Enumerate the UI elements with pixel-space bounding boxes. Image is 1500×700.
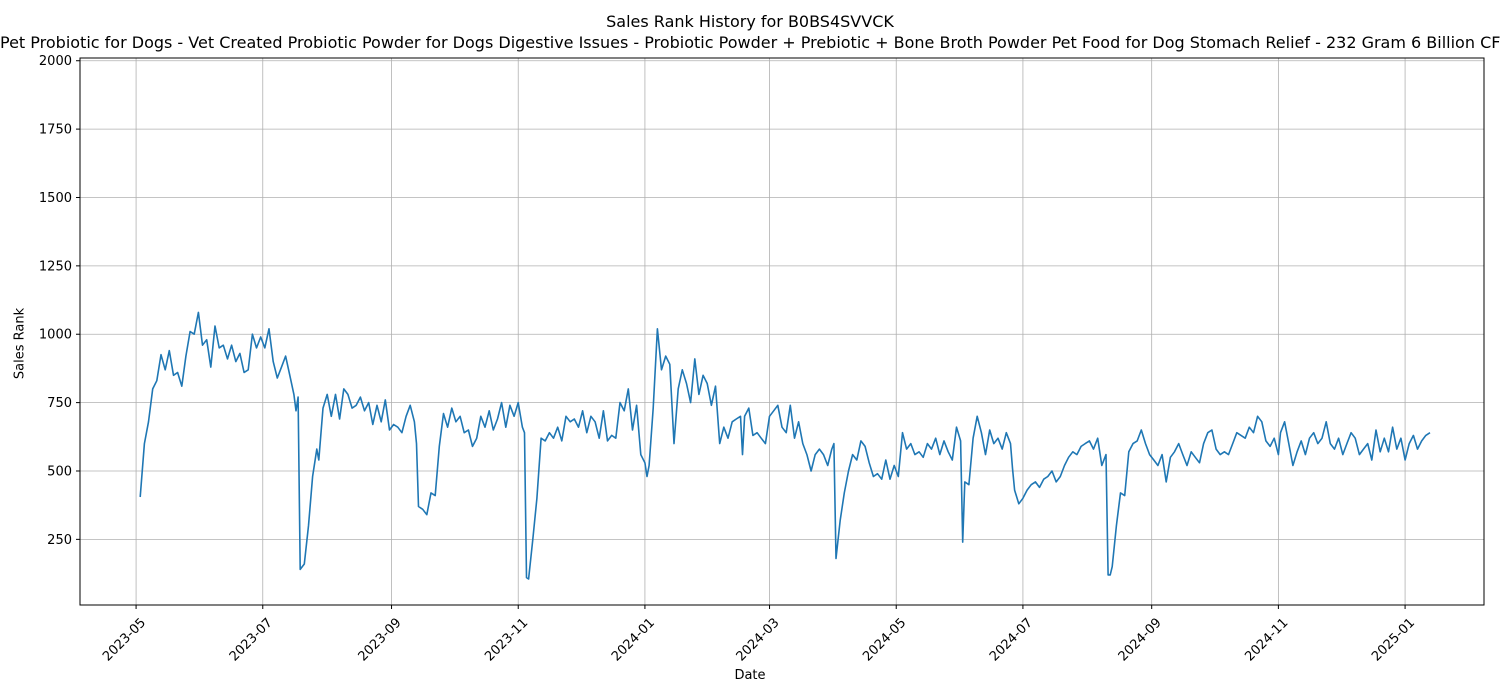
x-tick-label: 2024-03 (734, 615, 783, 664)
x-tick-label: 2024-09 (1116, 615, 1165, 664)
x-tick-label: 2025-01 (1369, 615, 1418, 664)
x-tick-label: 2024-11 (1242, 615, 1291, 664)
chart-subtitle: Pet Probiotic for Dogs - Vet Created Pro… (0, 33, 1500, 52)
chart-title: Sales Rank History for B0BS4SVVCK (606, 12, 894, 31)
x-tick-label: 2023-07 (227, 615, 276, 664)
y-tick-label: 1250 (39, 259, 72, 274)
x-tick-label: 2023-05 (100, 615, 149, 664)
x-tick-label: 2024-05 (860, 615, 909, 664)
grid-lines (80, 58, 1484, 605)
x-axis: 2023-05 2023-07 2023-09 2023-11 2024-01 2024-… (100, 605, 1418, 664)
y-axis-label: Sales Rank (12, 307, 28, 380)
y-tick-label: 750 (47, 396, 72, 411)
x-axis-label: Date (734, 668, 766, 683)
y-tick-label: 250 (47, 533, 72, 548)
plot-frame (79, 57, 1485, 606)
x-tick-label: 2023-11 (482, 615, 531, 664)
y-axis: 250 500 750 1000 1250 1500 1750 2000 (39, 54, 80, 548)
series-line (139, 311, 1431, 580)
x-tick-label: 2024-01 (609, 615, 658, 664)
y-tick-label: 1500 (39, 191, 72, 206)
y-tick-label: 1000 (39, 328, 72, 343)
series-layer (139, 311, 1431, 580)
y-tick-label: 500 (47, 464, 72, 479)
x-tick-label: 2023-09 (356, 615, 405, 664)
x-tick-label: 2024-07 (987, 615, 1036, 664)
y-tick-label: 2000 (39, 54, 72, 69)
y-tick-label: 1750 (39, 123, 72, 138)
